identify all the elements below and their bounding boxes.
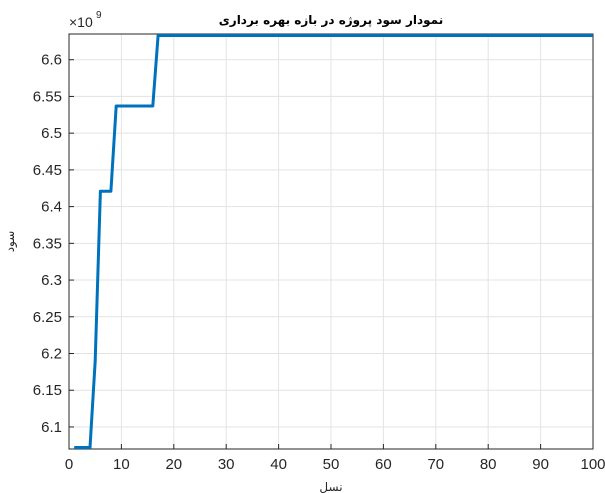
series-layer — [74, 34, 593, 449]
x-axis-label: نسل — [319, 480, 342, 493]
series-line — [74, 34, 593, 449]
y-tick-label: 6.4 — [41, 199, 62, 216]
y-tick-label: 6.25 — [33, 309, 62, 326]
y-tick-label: 6.15 — [33, 382, 62, 399]
x-tick-label: 20 — [165, 456, 182, 473]
y-exponent-multiplier: ×10 — [69, 14, 93, 30]
x-tick-label: 70 — [427, 456, 444, 473]
y-tick-label: 6.2 — [41, 346, 62, 363]
y-tick-label: 6.6 — [41, 52, 62, 69]
x-tick-label: 40 — [270, 456, 287, 473]
y-tick-label: 6.55 — [33, 88, 62, 105]
y-tick-label: 6.5 — [41, 125, 62, 142]
x-tick-label: 60 — [375, 456, 392, 473]
y-tick-label: 6.1 — [41, 419, 62, 436]
x-tick-label: 50 — [323, 456, 340, 473]
x-tick-label: 30 — [218, 456, 235, 473]
x-tick-label: 100 — [580, 456, 605, 473]
y-tick-label: 6.45 — [33, 162, 62, 179]
y-tick-label: 6.3 — [41, 272, 62, 289]
chart-title: نمودار سود پروژه در بازه بهره برداری — [219, 13, 443, 28]
x-tick-label: 80 — [480, 456, 497, 473]
y-tick-label: 6.35 — [33, 235, 62, 252]
ticks: 0 10 20 30 40 50 60 70 80 90 100 6.1 6.15 6.2 6.25 6.3 6… — [33, 52, 605, 473]
x-tick-label: 90 — [532, 456, 549, 473]
x-tick-label: 10 — [113, 456, 130, 473]
y-axis-label: سود — [3, 231, 18, 253]
y-exponent-power: 9 — [96, 10, 102, 21]
x-tick-label: 0 — [65, 456, 73, 473]
